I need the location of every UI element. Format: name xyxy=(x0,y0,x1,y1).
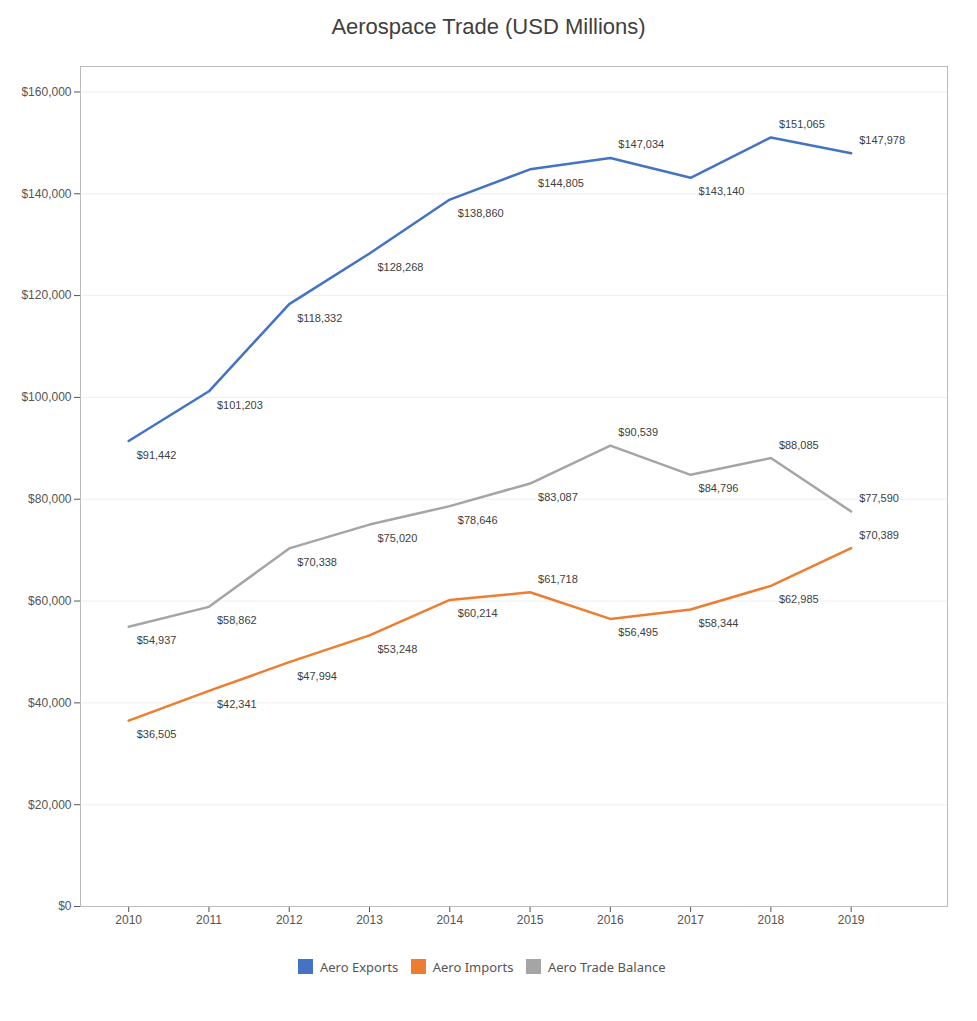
svg-text:$77,590: $77,590 xyxy=(859,492,899,504)
svg-text:2018: 2018 xyxy=(758,913,785,927)
svg-text:$56,495: $56,495 xyxy=(618,626,658,638)
html-text:Aero Trade Balance: Aero Trade Balance xyxy=(547,957,666,976)
svg-text:$40,000: $40,000 xyxy=(28,696,72,710)
svg-text:$144,805: $144,805 xyxy=(538,177,584,189)
svg-text:$138,860: $138,860 xyxy=(458,207,504,219)
svg-text:$118,332: $118,332 xyxy=(297,312,342,324)
svg-text:$61,718: $61,718 xyxy=(538,573,578,585)
svg-text:$78,646: $78,646 xyxy=(458,514,498,526)
svg-text:$36,505: $36,505 xyxy=(137,728,177,740)
svg-text:$0: $0 xyxy=(58,899,72,913)
svg-text:$83,087: $83,087 xyxy=(538,491,578,503)
svg-text:$42,341: $42,341 xyxy=(217,698,257,710)
svg-text:$90,539: $90,539 xyxy=(618,426,658,438)
svg-text:$101,203: $101,203 xyxy=(217,399,263,411)
html-text:Aerospace Trade (USD Millions): Aerospace Trade (USD Millions) xyxy=(331,14,646,39)
svg-text:$70,338: $70,338 xyxy=(297,556,337,568)
svg-text:$62,985: $62,985 xyxy=(779,593,819,605)
svg-text:2019: 2019 xyxy=(838,913,865,927)
svg-text:$128,268: $128,268 xyxy=(378,261,424,273)
svg-text:2013: 2013 xyxy=(356,913,383,927)
svg-text:$147,034: $147,034 xyxy=(618,138,664,150)
svg-text:2017: 2017 xyxy=(677,913,704,927)
svg-text:2012: 2012 xyxy=(276,913,303,927)
svg-text:$58,344: $58,344 xyxy=(699,617,739,629)
svg-text:$75,020: $75,020 xyxy=(378,532,418,544)
svg-text:$100,000: $100,000 xyxy=(21,390,71,404)
svg-text:$91,442: $91,442 xyxy=(137,448,177,460)
svg-text:$60,000: $60,000 xyxy=(28,594,72,608)
svg-text:$60,214: $60,214 xyxy=(458,607,498,619)
svg-text:$120,000: $120,000 xyxy=(21,288,71,302)
svg-text:$70,389: $70,389 xyxy=(859,529,899,541)
svg-text:$140,000: $140,000 xyxy=(21,187,71,201)
svg-text:$160,000: $160,000 xyxy=(21,85,71,99)
svg-text:$20,000: $20,000 xyxy=(28,798,72,812)
html-text:Aero Exports: Aero Exports xyxy=(319,957,399,976)
svg-text:2015: 2015 xyxy=(517,913,544,927)
svg-text:2014: 2014 xyxy=(436,913,463,927)
svg-text:$147,978: $147,978 xyxy=(859,134,905,146)
svg-text:$143,140: $143,140 xyxy=(699,185,745,197)
svg-text:$53,248: $53,248 xyxy=(378,643,418,655)
svg-text:$88,085: $88,085 xyxy=(779,439,819,451)
svg-text:2011: 2011 xyxy=(196,913,222,927)
svg-text:$54,937: $54,937 xyxy=(137,634,177,646)
svg-text:$151,065: $151,065 xyxy=(779,118,825,130)
svg-text:$58,862: $58,862 xyxy=(217,614,257,626)
svg-text:2010: 2010 xyxy=(115,913,142,927)
svg-text:$47,994: $47,994 xyxy=(297,670,337,682)
svg-text:$80,000: $80,000 xyxy=(28,492,72,506)
html-text:Aero Imports: Aero Imports xyxy=(432,957,514,976)
svg-text:$84,796: $84,796 xyxy=(699,482,739,494)
svg-text:2016: 2016 xyxy=(597,913,624,927)
